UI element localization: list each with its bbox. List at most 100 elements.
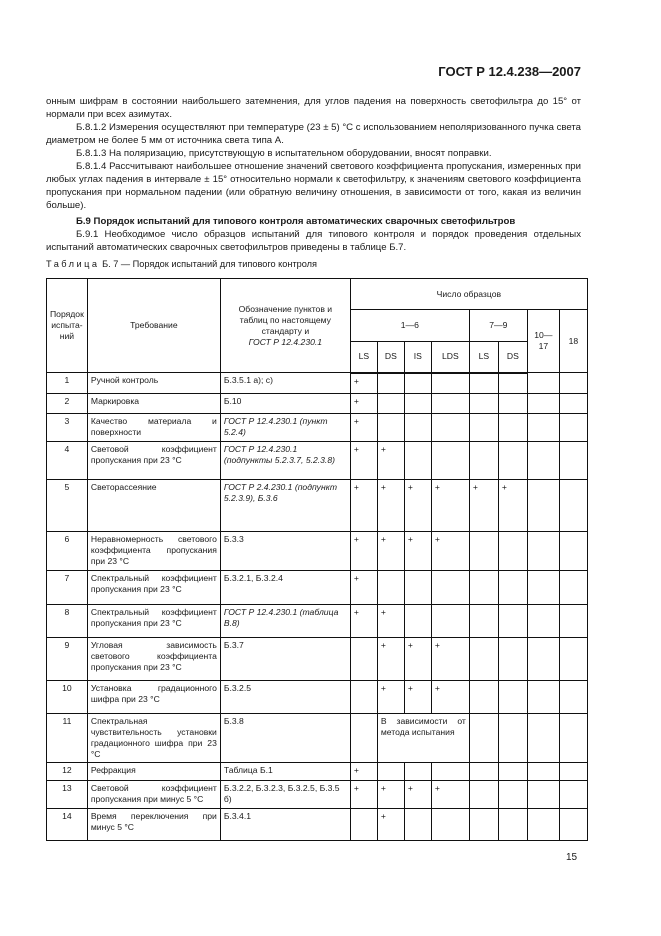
- paragraph: Б.8.1.2 Измерения осуществляют при темпе…: [46, 122, 581, 146]
- paragraph: Б.8.1.3 На поляризацию, присутствующую в…: [76, 148, 492, 159]
- row-reference: Б.3.3: [219, 531, 351, 571]
- row-reference: Б.10: [219, 393, 351, 414]
- row-requirement: Светорассеяние: [86, 479, 221, 532]
- header-group-7-9: 7—9: [468, 309, 528, 342]
- sample-mark: [497, 604, 528, 638]
- sample-mark: [558, 713, 588, 763]
- row-number: 3: [46, 413, 88, 442]
- header-sub: LS: [468, 341, 499, 374]
- row-number: 11: [46, 713, 88, 763]
- sample-mark: [468, 762, 499, 781]
- row-number: 8: [46, 604, 88, 638]
- sample-mark: [497, 372, 528, 394]
- sample-mark: +: [403, 531, 432, 571]
- paragraph: Б.8.1.4 Рассчитывают наибольшее отношени…: [46, 161, 581, 211]
- row-requirement: Световой коэффициент пропускания при мин…: [86, 780, 221, 809]
- sample-mark: [526, 570, 560, 605]
- table-caption: Таблица Б. 7 — Порядок испытаний для тип…: [46, 259, 317, 269]
- sample-mark: [497, 680, 528, 714]
- sample-mark: [558, 372, 588, 394]
- sample-mark: +: [430, 637, 470, 681]
- sample-mark: [526, 441, 560, 480]
- sample-mark: +: [349, 372, 378, 394]
- sample-mark: [403, 570, 432, 605]
- sample-mark: +: [430, 680, 470, 714]
- row-reference: ГОСТ Р 12.4.230.1 (пункт 5.2.4): [219, 413, 351, 442]
- row-number: 14: [46, 808, 88, 841]
- sample-mark: [403, 372, 432, 394]
- row-requirement: Рефракция: [86, 762, 221, 781]
- sample-mark: [558, 808, 588, 841]
- sample-mark: [526, 393, 560, 414]
- sample-mark: [497, 570, 528, 605]
- row-requirement: Спектральный коэффициент пропускания при…: [86, 604, 221, 638]
- row-sample-note: В зависимости от метода испытания: [376, 713, 470, 763]
- sample-mark: +: [376, 780, 405, 809]
- table-row: 4 Световой коэффициент пропускания при 23…: [46, 441, 588, 480]
- row-reference: Б.3.2.5: [219, 680, 351, 714]
- row-requirement: Угловая зависимость светового коэффициен…: [86, 637, 221, 681]
- sample-mark: [558, 570, 588, 605]
- sample-mark: [526, 413, 560, 442]
- row-requirement: Качество материала и поверхности: [86, 413, 221, 442]
- sample-mark: +: [430, 479, 470, 532]
- row-number: 4: [46, 441, 88, 480]
- sample-mark: [526, 637, 560, 681]
- sample-mark: [430, 762, 470, 781]
- header-sub: DS: [376, 341, 405, 374]
- header-group-18: 18: [558, 309, 588, 373]
- sample-mark: [376, 372, 405, 394]
- header-samples: Число образцов: [349, 278, 588, 310]
- sample-mark: [430, 441, 470, 480]
- table-row: 2 Маркировка Б.10 +: [46, 393, 588, 414]
- sample-mark: +: [349, 780, 378, 809]
- row-reference: Б.3.5.1 а); с): [219, 372, 351, 394]
- sample-mark: [468, 393, 499, 414]
- table-row: 1 Ручной контроль Б.3.5.1 а); с) +: [46, 372, 588, 394]
- sample-mark: [468, 531, 499, 571]
- sample-mark: [558, 680, 588, 714]
- sample-mark: [497, 762, 528, 781]
- row-requirement: Спектральный коэффициент пропускания при…: [86, 570, 221, 605]
- row-reference: Б.3.7: [219, 637, 351, 681]
- sample-mark: [430, 570, 470, 605]
- row-reference: Таблица Б.1: [219, 762, 351, 781]
- sample-mark: [349, 680, 378, 714]
- sample-mark: [403, 762, 432, 781]
- sample-mark: +: [376, 531, 405, 571]
- sample-mark: [403, 441, 432, 480]
- header-reference-text: Обозначение пунктов и таблиц по настояще…: [238, 303, 333, 336]
- sample-mark: +: [403, 680, 432, 714]
- document-header: ГОСТ Р 12.4.238—2007: [438, 64, 581, 79]
- row-requirement: Ручной контроль: [86, 372, 221, 394]
- row-number: 7: [46, 570, 88, 605]
- sample-mark: [497, 713, 528, 763]
- sample-mark: [526, 479, 560, 532]
- header-requirement: Требование: [86, 278, 221, 373]
- table-row: 11 Спектральная чувствительность установк…: [46, 713, 588, 763]
- row-number: 5: [46, 479, 88, 532]
- sample-mark: [468, 713, 499, 763]
- paragraph: онным шифрам в состоянии наибольшего зат…: [46, 96, 581, 120]
- row-reference: ГОСТ Р 12.4.230.1 (таблица В.8): [219, 604, 351, 638]
- sample-mark: [497, 531, 528, 571]
- table-row: 13 Световой коэффициент пропускания при м…: [46, 780, 588, 809]
- sample-mark: [526, 680, 560, 714]
- page-number: 15: [566, 852, 578, 863]
- header-sub: DS: [497, 341, 528, 374]
- sample-mark: [526, 762, 560, 781]
- sample-mark: [349, 808, 378, 841]
- sample-mark: [403, 393, 432, 414]
- header-reference: Обозначение пунктов и таблиц по настояще…: [219, 278, 351, 373]
- sample-mark: +: [376, 479, 405, 532]
- row-number: 12: [46, 762, 88, 781]
- sample-mark: [497, 808, 528, 841]
- sample-mark: [349, 637, 378, 681]
- header-group-10-17: 10—17: [526, 309, 560, 373]
- sample-mark: [497, 637, 528, 681]
- row-requirement: Спектральная чувствительность установки …: [86, 713, 221, 763]
- sample-mark: [526, 531, 560, 571]
- paragraph: Б.9.1 Необходимое число образцов испытан…: [46, 229, 581, 253]
- sample-mark: [376, 570, 405, 605]
- section-heading: Б.9 Порядок испытаний для типового контр…: [76, 216, 516, 227]
